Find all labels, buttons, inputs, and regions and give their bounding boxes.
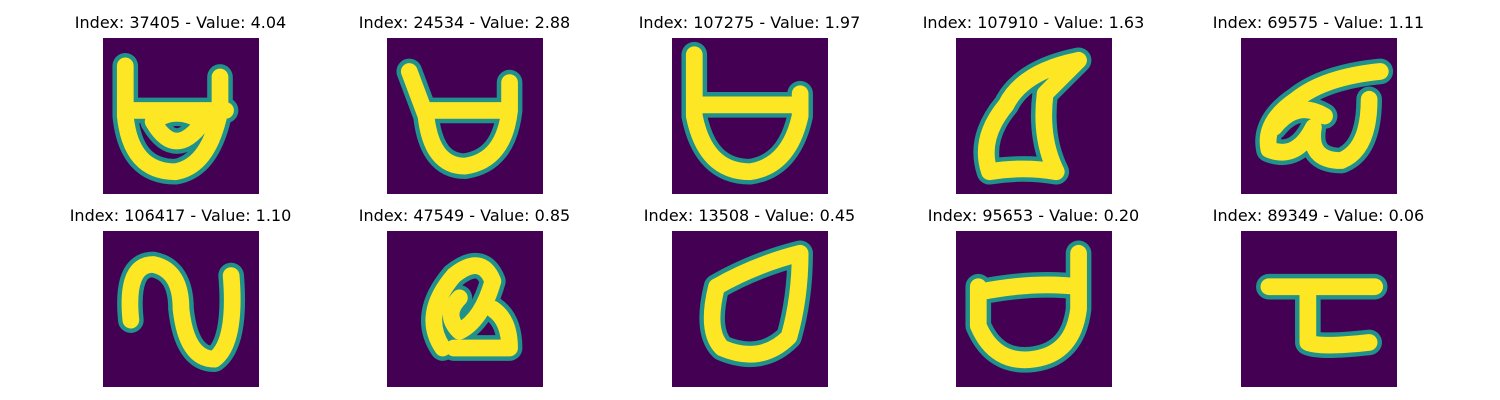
panel-3: Index: 107275 - Value: 1.97 [607, 12, 892, 194]
digit-image [102, 38, 259, 194]
glyph-stroke [116, 57, 234, 181]
digit-image [386, 38, 543, 194]
panel-9: Index: 95653 - Value: 0.20 [891, 205, 1176, 387]
digit-image [102, 231, 259, 387]
digit-image [1240, 38, 1397, 194]
digit-image [386, 231, 543, 387]
panel-title: Index: 47549 - Value: 0.85 [358, 206, 571, 225]
panel-title: Index: 107910 - Value: 1.63 [922, 13, 1145, 32]
glyph-stroke [977, 51, 1087, 181]
glyph-stroke [685, 46, 808, 181]
panel-title: Index: 107275 - Value: 1.97 [638, 13, 861, 32]
panel-title: Index: 95653 - Value: 0.20 [927, 206, 1140, 225]
glyph-stroke [969, 244, 1087, 369]
digit-image [955, 231, 1112, 387]
glyph-stroke [424, 257, 518, 357]
panel-title: Index: 37405 - Value: 4.04 [74, 13, 287, 32]
glyph-stroke [1260, 278, 1383, 354]
panel-2: Index: 24534 - Value: 2.88 [322, 12, 607, 194]
glyph-stroke [703, 244, 808, 363]
glyph-stroke [121, 256, 241, 368]
panel-title: Index: 13508 - Value: 0.45 [643, 206, 856, 225]
panel-title: Index: 69575 - Value: 1.11 [1212, 13, 1425, 32]
glyph-stroke [400, 63, 518, 175]
panel-8: Index: 13508 - Value: 0.45 [607, 205, 892, 387]
panel-6: Index: 106417 - Value: 1.10 [38, 205, 323, 387]
panel-title: Index: 106417 - Value: 1.10 [69, 206, 292, 225]
panel-title: Index: 24534 - Value: 2.88 [358, 13, 571, 32]
digit-image [955, 38, 1112, 194]
panel-5: Index: 69575 - Value: 1.11 [1176, 12, 1461, 194]
digit-image [671, 38, 828, 194]
panel-10: Index: 89349 - Value: 0.06 [1176, 205, 1461, 387]
panel-1: Index: 37405 - Value: 4.04 [38, 12, 323, 194]
digit-image [1240, 231, 1397, 387]
panel-7: Index: 47549 - Value: 0.85 [322, 205, 607, 387]
panel-title: Index: 89349 - Value: 0.06 [1212, 206, 1425, 225]
panel-4: Index: 107910 - Value: 1.63 [891, 12, 1176, 194]
glyph-stroke [1259, 63, 1389, 169]
digit-image [671, 231, 828, 387]
